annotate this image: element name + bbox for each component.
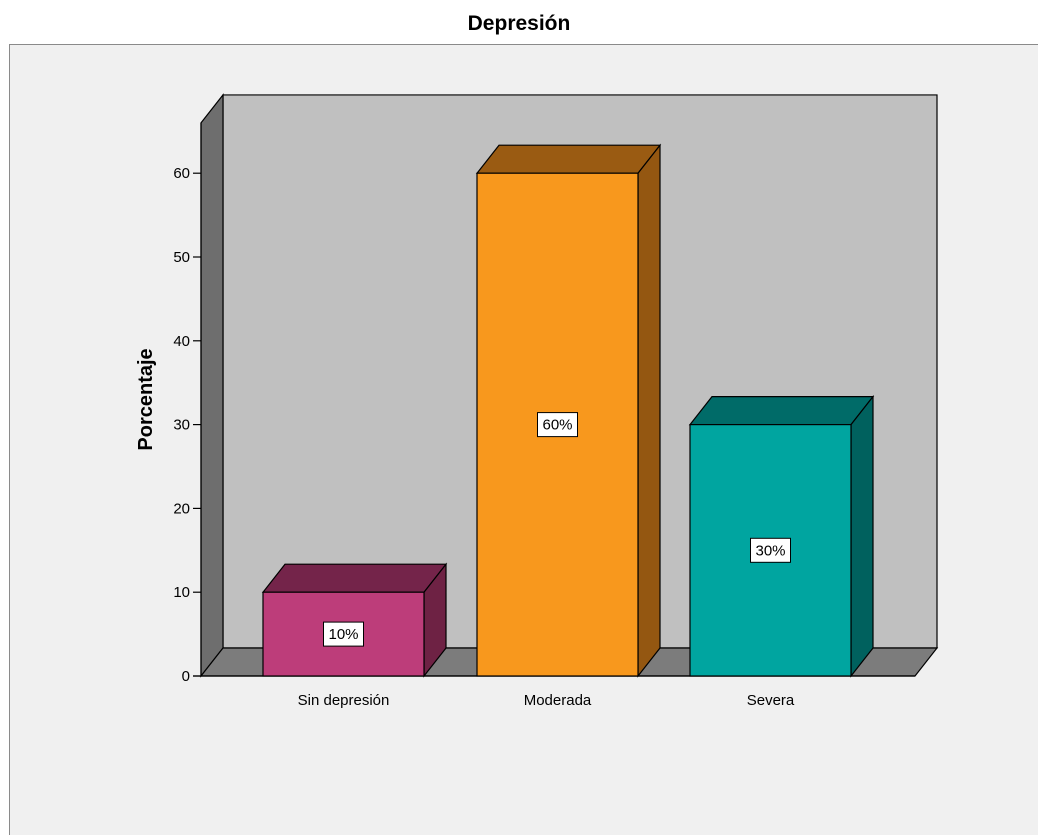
y-tick-label: 30 — [173, 417, 190, 434]
data-label: 10% — [328, 626, 358, 643]
y-tick-label: 10 — [173, 584, 190, 601]
data-label-box — [323, 621, 364, 647]
bar-side — [850, 394, 874, 678]
category-label: Severa — [747, 692, 795, 709]
y-tick-label: 20 — [173, 500, 190, 517]
chart-title: Depresión — [467, 12, 571, 35]
y-tick-label: 0 — [182, 668, 190, 685]
side-wall — [200, 93, 224, 678]
y-tick-label: 60 — [173, 165, 190, 182]
y-axis-title: Porcentaje — [135, 348, 157, 450]
data-label-box — [750, 537, 791, 563]
y-tick-label: 40 — [173, 333, 190, 350]
bar-top — [688, 396, 875, 426]
bar-group — [475, 143, 662, 678]
bar-top — [261, 563, 448, 593]
y-tick-label: 50 — [173, 249, 190, 266]
bar-top — [475, 144, 662, 174]
category-label: Moderada — [524, 692, 592, 709]
data-label: 60% — [542, 417, 572, 434]
category-label: Sin depresión — [298, 692, 390, 709]
data-label: 30% — [755, 542, 785, 559]
bar-group — [261, 562, 448, 678]
bar-group — [688, 394, 875, 678]
bar-side — [637, 143, 661, 678]
data-label-box — [537, 412, 578, 438]
